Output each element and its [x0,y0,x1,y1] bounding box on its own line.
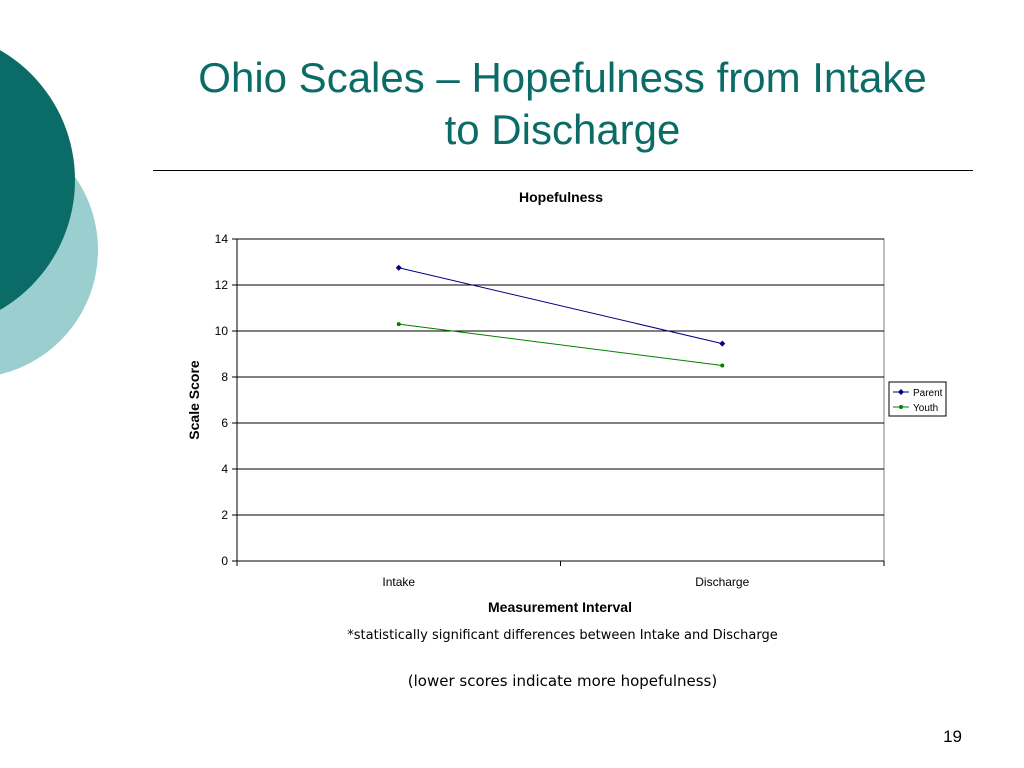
plot-border [236,238,885,562]
y-tick-label: 10 [215,324,229,338]
data-point-youth [720,363,725,368]
data-point-parent [898,389,904,395]
data-point-youth [396,322,401,327]
y-tick-label: 2 [221,508,228,522]
series-line-parent [398,267,723,345]
series-line-youth [398,323,723,366]
x-tick-label: Intake [382,575,415,589]
y-axis-label: Scale Score [186,360,202,440]
data-point-parent [395,264,402,271]
slide-title-line-2: to Discharge [444,106,681,153]
legend-label-youth: Youth [913,403,938,414]
interpretation-note: (lower scores indicate more hopefulness) [407,672,718,690]
page-number: 19 [943,727,962,746]
y-tick-label: 4 [221,462,228,476]
y-tick-label: 0 [221,554,228,568]
y-tick-label: 6 [221,416,228,430]
hopefulness-chart: Hopefulness 0 2 4 6 8 10 12 14 Intake Discharge S… [186,189,947,615]
chart-legend: Parent Youth [888,381,947,417]
x-axis-label: Measurement Interval [488,599,632,615]
plot-area: 0 2 4 6 8 10 12 14 Intake Discharge [215,232,885,589]
legend-box [888,381,947,417]
chart-title: Hopefulness [519,189,603,205]
slide-title: Ohio Scales – Hopefulness from Intake to… [150,52,975,156]
title-divider [153,170,973,171]
y-tick-label: 8 [221,370,228,384]
decorative-circles [0,50,98,375]
x-tick-label: Discharge [695,575,749,589]
y-tick-label: 14 [215,232,229,246]
slide-title-line-1: Ohio Scales – Hopefulness from Intake [198,54,927,101]
significance-note: *statistically significant differences b… [347,628,778,643]
legend-label-parent: Parent [913,388,943,399]
y-tick-label: 12 [215,278,229,292]
data-point-parent [719,340,726,347]
decor-circle-dark [0,50,75,310]
data-point-youth [899,405,903,409]
